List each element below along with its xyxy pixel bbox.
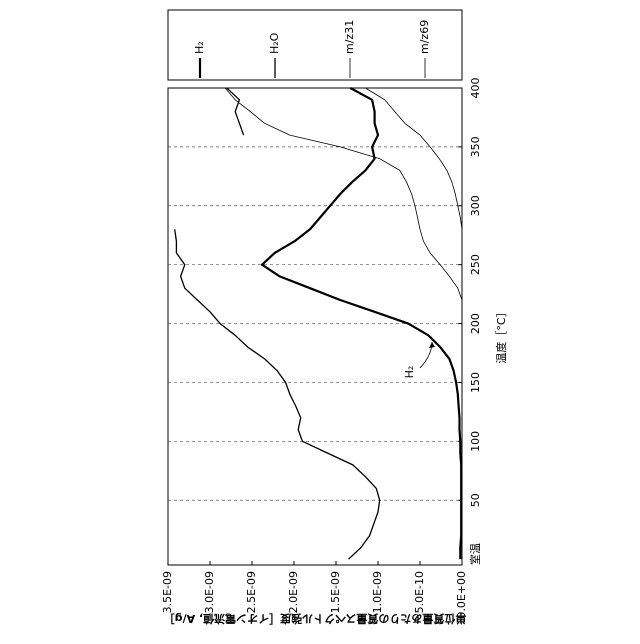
x-tick-label: 200 (469, 313, 482, 334)
y-tick-label: 2.0E-09 (287, 571, 300, 613)
x-tick-label: 250 (469, 254, 482, 275)
plot-frame (168, 88, 462, 565)
x-tick-label: 室温 (468, 543, 482, 565)
y-tick-label: 1.0E-09 (371, 571, 384, 613)
chart: 温度［°C］ 単位質量あたりの質量スペクトル強度［イオン電流値, A/g］ H₂… (0, 0, 640, 640)
x-tick-label: 350 (469, 136, 482, 157)
y-tick-label: 2.5E-09 (245, 571, 258, 613)
x-axis-title: 温度［°C］ (494, 306, 508, 363)
y-tick-label: 0.0E+00 (455, 571, 468, 619)
y-tick-label: 1.5E-09 (329, 571, 342, 613)
x-tick-label: 50 (469, 493, 482, 507)
x-tick-label: 400 (469, 78, 482, 99)
x-tick-label: 300 (469, 195, 482, 216)
x-tick-label: 150 (469, 372, 482, 393)
annotation: H₂ (403, 366, 416, 379)
legend-label: H₂ (193, 41, 206, 54)
y-tick-label: 5.0E-10 (413, 571, 426, 613)
annotation-arrowhead (429, 342, 435, 348)
legend-label: m/z69 (418, 20, 431, 54)
legend-label: H₂O (268, 32, 281, 54)
x-tick-label: 100 (469, 431, 482, 452)
legend-label: m/z31 (343, 20, 356, 54)
rotated-chart: 温度［°C］ 単位質量あたりの質量スペクトル強度［イオン電流値, A/g］ H₂… (161, 10, 508, 626)
y-tick-label: 3.5E-09 (161, 571, 174, 613)
y-tick-label: 3.0E-09 (203, 571, 216, 613)
